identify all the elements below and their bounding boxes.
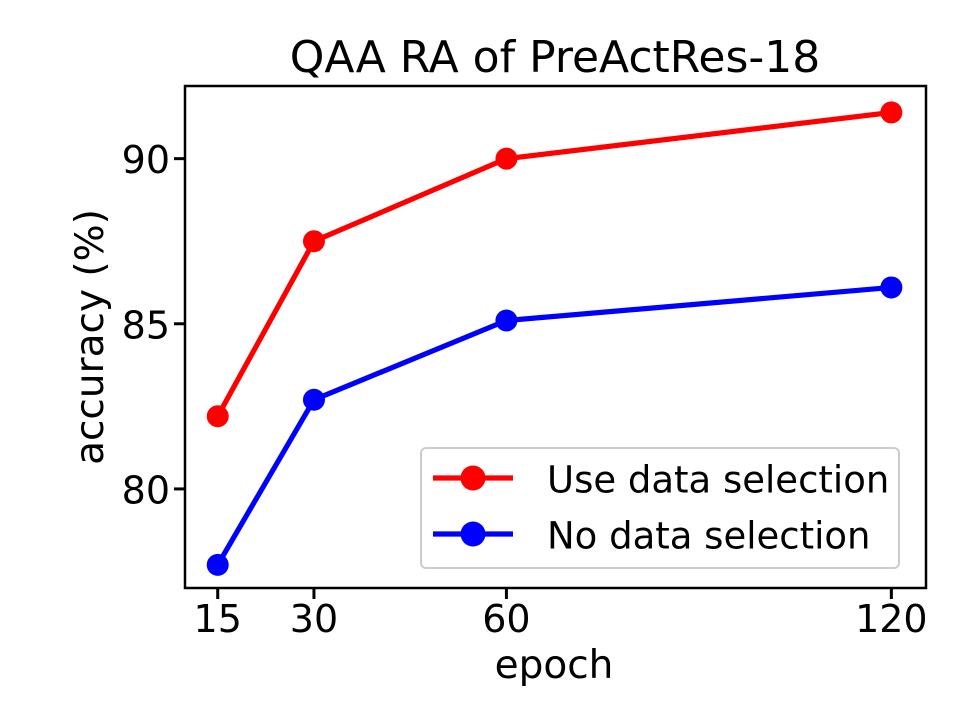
y-tick-label: 80 <box>122 468 170 512</box>
data-series <box>206 101 903 576</box>
series-marker-0 <box>495 147 518 170</box>
y-axis-ticks: 80 85 90 <box>122 138 185 512</box>
plot-area <box>183 84 928 590</box>
series-marker-1 <box>495 309 518 332</box>
series-line-1 <box>215 284 894 568</box>
legend-label-no-data-selection: No data selection <box>547 515 870 558</box>
chart-title: QAA RA of PreActRes-18 <box>290 32 821 83</box>
x-axis-ticks: 15 30 60 120 <box>194 588 928 641</box>
legend-marker-no-data-selection <box>460 521 486 547</box>
x-tick-label: 120 <box>855 597 928 641</box>
legend: Use data selection No data selection <box>420 447 900 569</box>
legend-label-use-data-selection: Use data selection <box>547 459 889 502</box>
y-axis-label: accuracy (%) <box>68 209 113 465</box>
series-marker-0 <box>302 230 325 253</box>
x-axis-label: epoch <box>495 643 614 688</box>
series-marker-1 <box>880 276 903 299</box>
series-marker-0 <box>880 101 903 124</box>
x-tick-label: 60 <box>482 597 530 641</box>
series-marker-1 <box>206 553 229 576</box>
legend-marker-use-data-selection <box>460 465 486 491</box>
x-tick-label: 15 <box>194 597 242 641</box>
y-tick-label: 90 <box>122 138 170 182</box>
series-marker-1 <box>302 388 325 411</box>
series-marker-0 <box>206 405 229 428</box>
legend-box <box>420 447 900 569</box>
series-line-0 <box>215 109 894 419</box>
y-tick-label: 85 <box>122 303 170 347</box>
x-tick-label: 30 <box>290 597 338 641</box>
